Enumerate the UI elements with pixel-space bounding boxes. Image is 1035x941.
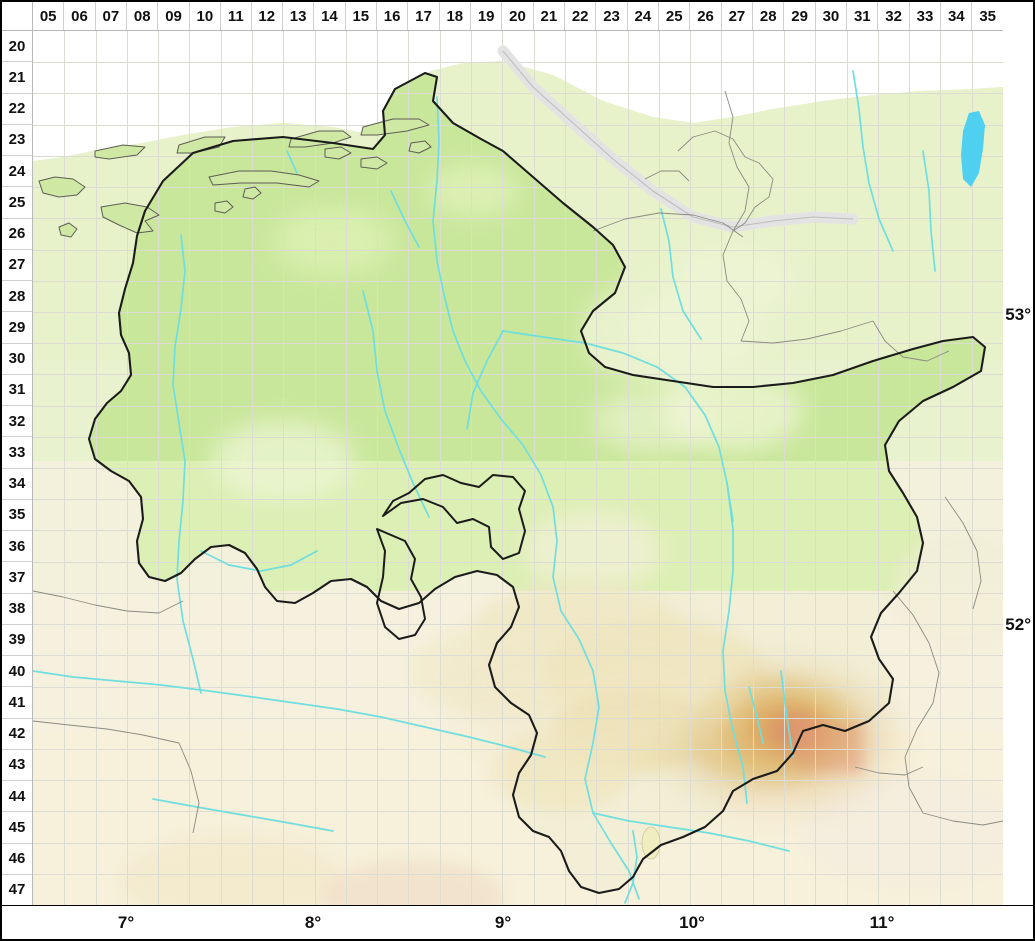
map-page: 0506070809101112131415161718192021222324… [0,0,1035,941]
map-frame [0,0,1035,941]
